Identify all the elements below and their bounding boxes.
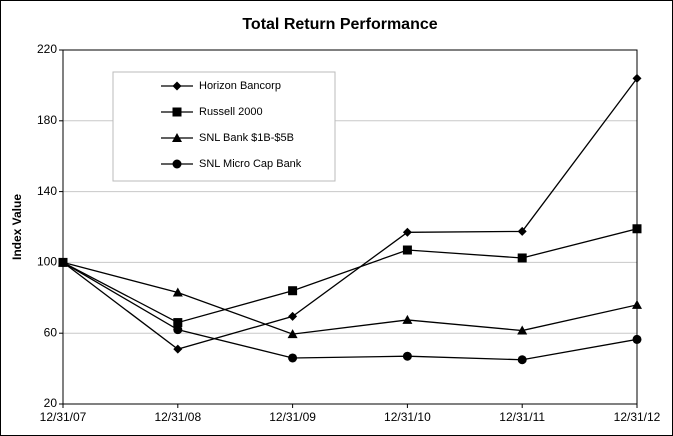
marker — [517, 355, 527, 365]
legend-label: SNL Bank $1B-$5B — [199, 132, 294, 144]
y-tick-label: 220 — [37, 42, 57, 56]
legend-label: Horizon Bancorp — [199, 80, 281, 92]
legend-label: Russell 2000 — [199, 106, 263, 118]
marker — [402, 351, 412, 361]
y-tick-label: 20 — [44, 396, 58, 410]
marker — [632, 224, 642, 234]
marker — [287, 329, 298, 339]
y-tick-label: 140 — [37, 184, 57, 198]
x-tick-label: 12/31/11 — [499, 410, 545, 424]
marker — [288, 311, 298, 321]
marker — [632, 73, 642, 83]
marker — [632, 299, 642, 309]
legend-marker — [172, 133, 182, 142]
legend-label: SNL Micro Cap Bank — [199, 158, 302, 170]
x-tick-label: 12/31/10 — [384, 410, 431, 424]
y-tick-label: 100 — [37, 255, 57, 269]
legend-marker — [172, 107, 182, 117]
marker — [402, 245, 412, 255]
chart-title: Total Return Performance — [242, 16, 437, 33]
x-tick-label: 12/31/07 — [40, 410, 87, 424]
marker — [402, 227, 412, 237]
marker — [58, 257, 68, 267]
series-line — [62, 228, 638, 324]
marker — [632, 334, 642, 344]
marker — [517, 253, 527, 263]
marker — [173, 325, 183, 335]
legend-box — [112, 71, 336, 182]
marker — [173, 344, 183, 354]
y-tick-label: 60 — [44, 325, 58, 339]
marker — [517, 226, 527, 236]
series-line — [62, 77, 638, 350]
x-tick-label: 12/31/08 — [154, 410, 201, 424]
legend-marker — [172, 81, 182, 91]
marker — [402, 314, 413, 324]
series-line — [62, 261, 638, 335]
marker — [172, 287, 183, 297]
marker — [173, 318, 183, 328]
legend-marker — [172, 159, 182, 169]
x-tick-label: 12/31/12 — [614, 410, 661, 424]
y-axis-label: Index Value — [10, 194, 24, 260]
series-line — [62, 261, 638, 361]
marker — [288, 353, 298, 363]
y-tick-label: 180 — [37, 113, 57, 127]
marker — [288, 286, 298, 296]
x-tick-label: 12/31/09 — [269, 410, 316, 424]
marker — [517, 325, 528, 335]
